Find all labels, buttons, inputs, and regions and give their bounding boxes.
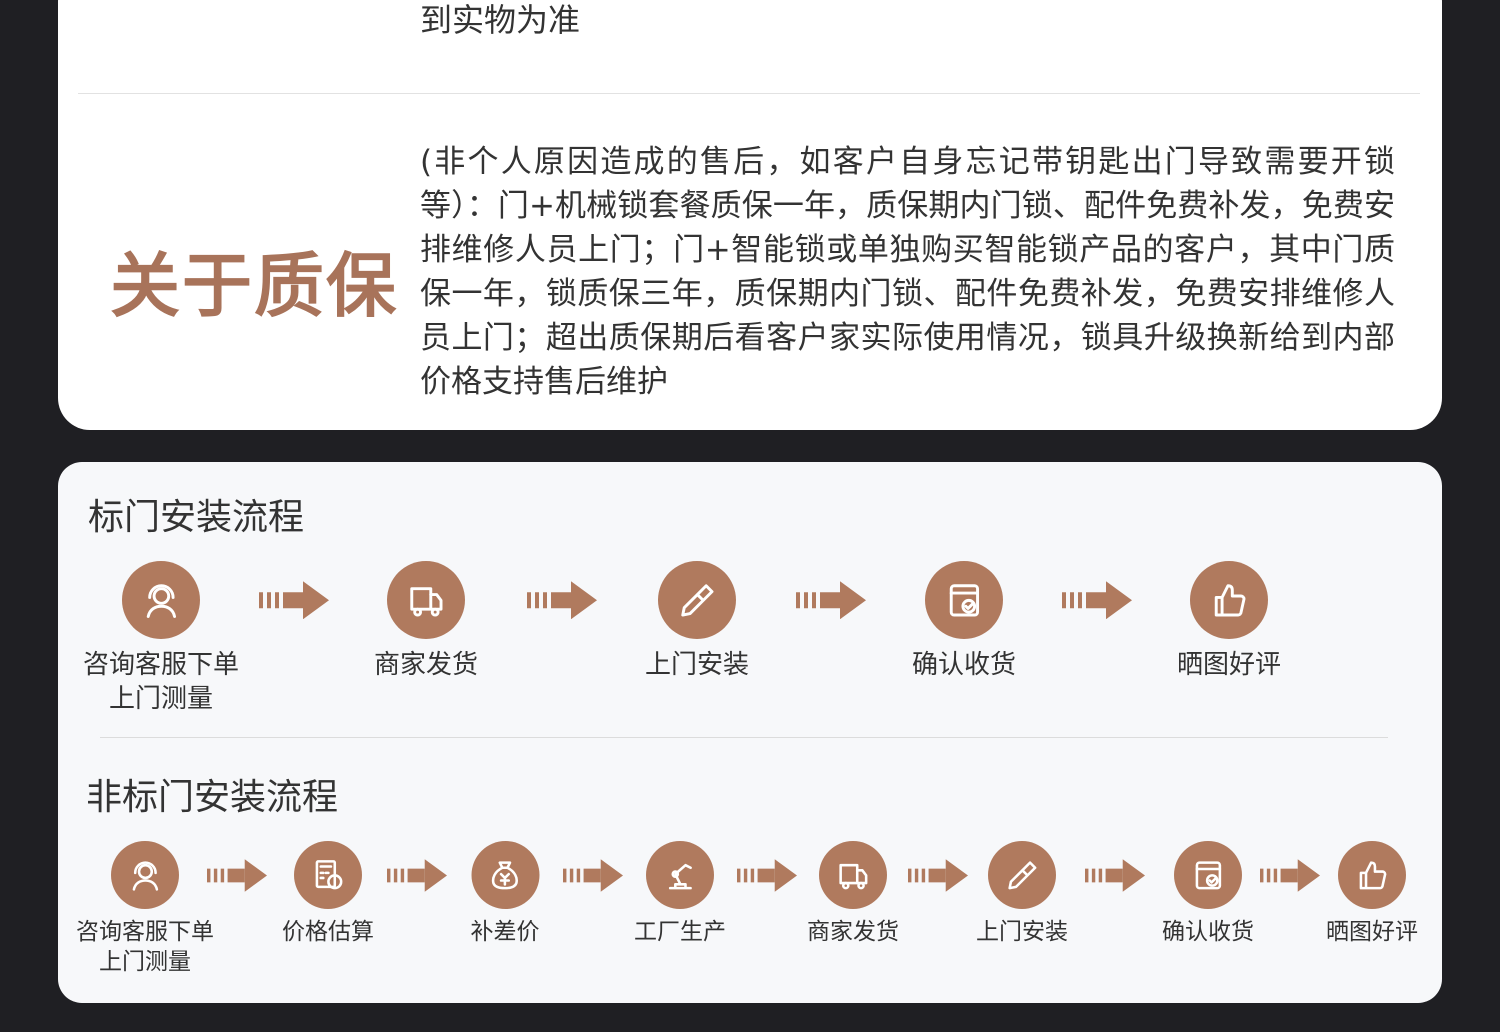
screwdriver-icon: [988, 841, 1056, 909]
flow-step: 上门安装: [645, 561, 749, 682]
truck-icon: [386, 561, 465, 639]
flow-step-label: 确认收货: [1162, 919, 1254, 946]
standard-flow-title: 标门安装流程: [88, 497, 305, 538]
thumbs-up-icon: [1338, 841, 1406, 909]
flow-step-label: 工厂生产: [634, 919, 726, 946]
arrow-right-icon: [795, 581, 866, 624]
thumbs-up-icon: [1189, 561, 1268, 639]
divider: [100, 737, 1388, 738]
flow-step-label: 商家发货: [373, 650, 479, 681]
flow-step: 商家发货: [807, 841, 899, 947]
flow-step: 咨询客服下单 上门测量: [83, 561, 239, 716]
customer-service-icon: [111, 841, 179, 909]
flow-step: 商家发货: [374, 561, 478, 682]
flow-step-label: 商家发货: [807, 919, 899, 946]
receipt-check-icon: [1174, 841, 1242, 909]
arrow-right-icon: [1260, 858, 1320, 896]
robot-arm-icon: [646, 841, 714, 909]
flow-step: 晒图好评: [1177, 561, 1281, 682]
flow-step: 上门安装: [976, 841, 1068, 947]
arrow-right-icon: [258, 581, 329, 624]
flow-step: 确认收货: [1162, 841, 1254, 947]
flow-step: 咨询客服下单 上门测量: [76, 841, 214, 977]
flow-step-label: 晒图好评: [1326, 919, 1418, 946]
warranty-text: (非个人原因造成的售后，如客户自身忘记带钥匙出门导致需要开锁等）：门+机械锁套餐…: [420, 144, 1395, 400]
flow-step: 晒图好评: [1326, 841, 1418, 947]
flow-step: 补差价: [471, 841, 540, 947]
money-bag-icon: [471, 841, 539, 909]
arrow-right-icon: [1061, 581, 1132, 624]
flow-step-label: 咨询客服下单 上门测量: [76, 919, 214, 976]
customer-service-icon: [121, 561, 200, 639]
flow-step-label: 晒图好评: [1176, 650, 1282, 681]
flow-step: 确认收货: [912, 561, 1016, 682]
calculator-icon: [294, 841, 362, 909]
flow-step: 价格估算: [282, 841, 374, 947]
flow-step-label: 上门安装: [644, 650, 750, 681]
custom-flow-title: 非标门安装流程: [86, 777, 339, 818]
arrow-right-icon: [526, 581, 597, 624]
arrow-right-icon: [386, 858, 447, 896]
arrow-right-icon: [1085, 858, 1145, 896]
flow-step-label: 补差价: [470, 919, 540, 946]
truck-icon: [819, 841, 887, 909]
arrow-right-icon: [562, 858, 623, 896]
arrow-right-icon: [206, 858, 267, 896]
arrow-right-icon: [907, 858, 968, 896]
flow-step-label: 价格估算: [282, 919, 374, 946]
receipt-check-icon: [924, 561, 1003, 639]
flow-step-label: 咨询客服下单 上门测量: [82, 650, 240, 715]
flow-step-label: 确认收货: [911, 650, 1017, 681]
warranty-title: 关于质保: [110, 245, 398, 327]
flow-step: 工厂生产: [634, 841, 726, 947]
install-flow-card: [58, 462, 1442, 1003]
flow-step-label: 上门安装: [976, 919, 1068, 946]
previous-section-text: 到实物为准: [420, 1, 581, 39]
divider: [78, 93, 1420, 94]
arrow-right-icon: [736, 858, 797, 896]
screwdriver-icon: [657, 561, 736, 639]
warranty-card: [58, 0, 1442, 430]
